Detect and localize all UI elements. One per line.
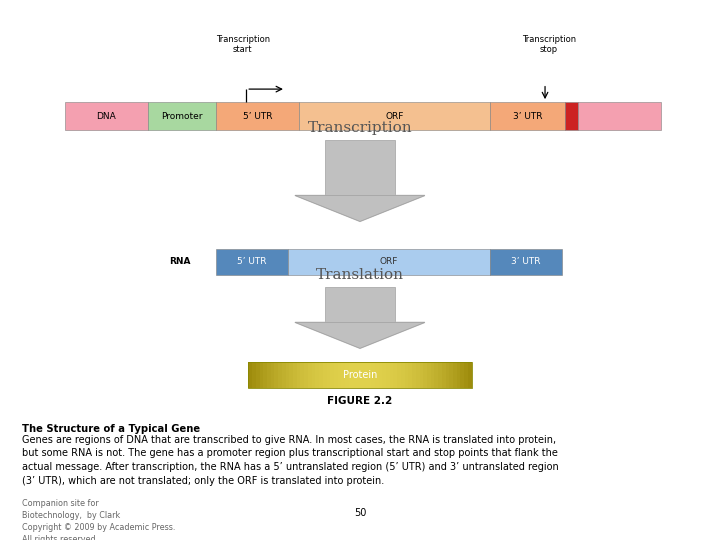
Bar [468,362,472,388]
Text: Transcription
start: Transcription start [215,35,270,54]
Text: Promoter: Promoter [161,112,202,120]
Bar [252,362,256,388]
Text: 3’ UTR: 3’ UTR [513,112,542,120]
Bar [325,140,395,195]
Bar [330,362,335,388]
Bar [360,362,364,388]
Bar [286,362,290,388]
Bar [278,362,282,388]
Text: Transcription
stop: Transcription stop [521,35,576,54]
Bar [434,362,439,388]
Bar [464,362,469,388]
Bar [408,362,413,388]
Text: Genes are regions of DNA that are transcribed to give RNA. In most cases, the RN: Genes are regions of DNA that are transc… [22,435,558,485]
Bar [372,362,376,388]
Bar [348,362,354,388]
Bar [438,362,443,388]
Polygon shape [295,195,425,221]
Bar [216,249,288,275]
Bar [271,362,275,388]
Bar [390,362,395,388]
Bar [289,362,294,388]
Bar [431,362,435,388]
Text: Companion site for
Biotechnology,  by Clark
Copyright © 2009 by Academic Press.
: Companion site for Biotechnology, by Cla… [22,500,175,540]
Bar [341,362,346,388]
Bar [367,362,372,388]
Bar [386,362,390,388]
Bar [248,362,253,388]
Text: 3’ UTR: 3’ UTR [511,258,540,266]
Bar [394,362,398,388]
Bar [327,362,331,388]
Bar [267,362,271,388]
Bar [449,362,454,388]
Bar [578,102,661,130]
Bar [260,362,264,388]
Bar [405,362,409,388]
Bar [356,362,361,388]
Bar [461,362,465,388]
Bar [423,362,428,388]
Polygon shape [295,322,425,348]
Text: 5’ UTR: 5’ UTR [243,112,272,120]
Bar [420,362,424,388]
Bar [353,362,357,388]
Bar [304,362,309,388]
Bar [282,362,287,388]
Bar [453,362,457,388]
Bar [442,362,446,388]
Bar [375,362,379,388]
Bar [216,102,299,130]
Bar [323,362,327,388]
Bar [338,362,342,388]
Text: ORF: ORF [385,112,403,120]
Text: FIGURE 2.2: FIGURE 2.2 [328,396,392,406]
Bar [288,249,490,275]
Bar [315,362,320,388]
Bar [293,362,297,388]
Bar [446,362,450,388]
Text: The Structure of a Typical Gene: The Structure of a Typical Gene [22,424,199,434]
Bar [490,102,565,130]
Bar [274,362,279,388]
Text: Protein: Protein [343,370,377,380]
Bar [565,102,578,130]
Bar [382,362,387,388]
Bar [416,362,420,388]
Bar [312,362,316,388]
Bar [319,362,323,388]
Text: 5’ UTR: 5’ UTR [238,258,266,266]
Bar [456,362,461,388]
Bar [397,362,402,388]
Bar [300,362,305,388]
Bar [379,362,383,388]
Bar [148,102,216,130]
Bar [427,362,431,388]
Bar [308,362,312,388]
Text: DNA: DNA [96,112,116,120]
Bar [325,287,395,322]
Bar [248,362,472,388]
Text: Translation: Translation [316,268,404,282]
Bar [364,362,368,388]
Bar [299,102,490,130]
Bar [264,362,268,388]
Bar [297,362,301,388]
Bar [345,362,349,388]
Text: 50: 50 [354,508,366,518]
Bar [490,249,562,275]
Text: RNA: RNA [169,258,191,266]
Bar [401,362,405,388]
Bar [256,362,261,388]
Text: ORF: ORF [379,258,398,266]
Bar [334,362,338,388]
Bar [412,362,417,388]
Text: Transcription: Transcription [307,121,413,135]
Bar [65,102,148,130]
